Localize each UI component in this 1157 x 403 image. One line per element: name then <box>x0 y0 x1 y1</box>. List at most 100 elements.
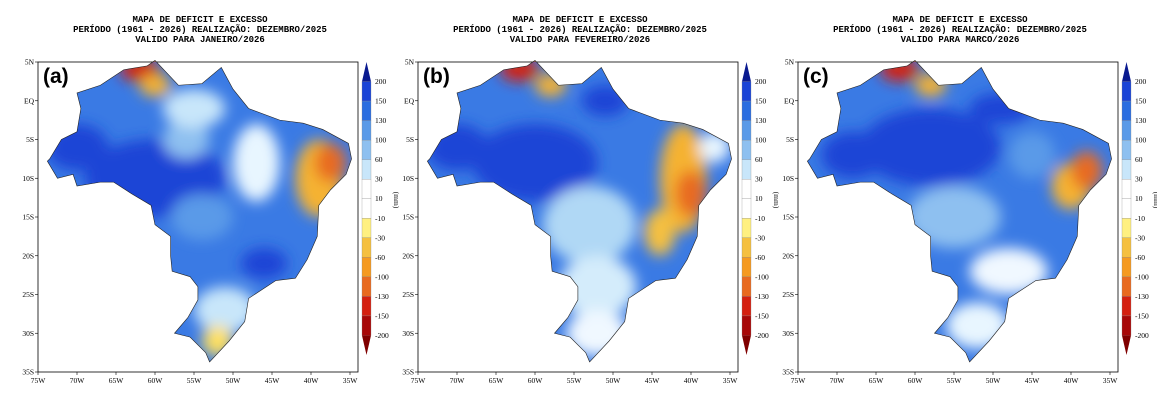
anomaly-area <box>233 124 280 202</box>
lon-tick-label: 70W <box>830 376 846 385</box>
colorbar-segment <box>361 198 372 219</box>
map-title: VALIDO PARA FEVEREIRO/2026 <box>510 35 650 45</box>
colorbar-segment <box>1121 179 1132 199</box>
colorbar-segment <box>741 296 752 317</box>
colorbar-segment <box>741 139 752 160</box>
colorbar-label: 200 <box>375 77 387 86</box>
lat-tick-label: 5S <box>406 135 414 144</box>
anomaly-area <box>170 193 233 241</box>
lon-tick-label: 35W <box>723 376 739 385</box>
lat-tick-label: 10S <box>22 174 34 183</box>
colorbar-label: -10 <box>1135 214 1145 223</box>
anomaly-area <box>907 186 1001 248</box>
panel-label: (c) <box>803 65 829 88</box>
colorbar-label: 10 <box>755 194 763 203</box>
blobs <box>427 60 731 357</box>
map-title: VALIDO PARA JANEIRO/2026 <box>135 35 265 45</box>
colorbar-segment <box>361 218 372 238</box>
lat-tick-label: 25S <box>22 290 34 299</box>
lon-tick-label: 40W <box>1064 376 1080 385</box>
colorbar-label: -60 <box>1135 253 1145 262</box>
colorbar-segment <box>1121 159 1132 180</box>
colorbar-label: -130 <box>1135 292 1149 301</box>
colorbar-segment <box>361 139 372 160</box>
colorbar-segment <box>741 218 752 238</box>
lat-tick-label: 5S <box>26 135 34 144</box>
colorbar-label: 30 <box>755 175 763 184</box>
colorbar-segment <box>1121 237 1132 258</box>
colorbar-label: 60 <box>375 155 383 164</box>
colorbar-label: -100 <box>1135 272 1149 281</box>
lon-tick-label: 45W <box>1025 376 1041 385</box>
lat-tick-label: 20S <box>782 251 794 260</box>
lon-tick-label: 50W <box>226 376 242 385</box>
colorbar-label: 150 <box>375 97 387 106</box>
lon-tick-label: 60W <box>528 376 544 385</box>
lon-tick-label: 55W <box>187 376 203 385</box>
colorbar-segment <box>741 179 752 199</box>
colorbar-segment <box>1121 100 1132 121</box>
lon-tick-label: 50W <box>606 376 622 385</box>
colorbar-label: -60 <box>375 253 385 262</box>
blobs <box>821 60 1103 349</box>
colorbar-label: 150 <box>1135 97 1147 106</box>
lat-tick-label: 30S <box>782 329 794 338</box>
anomaly-area <box>240 248 288 279</box>
lat-tick-label: 15S <box>22 213 34 222</box>
colorbar-segment <box>361 179 372 199</box>
anomaly-area <box>644 209 676 256</box>
colorbar-label: 200 <box>755 77 767 86</box>
anomaly-area <box>194 286 257 334</box>
colorbar-label: -150 <box>375 311 389 320</box>
lon-tick-label: 70W <box>70 376 86 385</box>
colorbar-segment <box>741 81 752 102</box>
lon-tick-label: 65W <box>869 376 885 385</box>
lat-tick-label: 5S <box>786 135 794 144</box>
colorbar-label: 130 <box>755 116 767 125</box>
colorbar-segment <box>361 257 372 278</box>
lon-tick-label: 75W <box>31 376 47 385</box>
colorbar-label: -130 <box>375 292 389 301</box>
colorbar-tip <box>1122 62 1131 82</box>
colorbar-label: -200 <box>375 331 389 340</box>
colorbar-segment <box>361 296 372 317</box>
colorbar-label: -30 <box>1135 233 1145 242</box>
colorbar-unit: (mm) <box>1152 192 1157 209</box>
lat-tick-label: 25S <box>402 290 414 299</box>
colorbar-label: 10 <box>375 194 383 203</box>
colorbar-label: -10 <box>375 214 385 223</box>
lon-tick-label: 65W <box>489 376 505 385</box>
brazil-outline <box>806 60 1112 363</box>
anomaly-area <box>162 120 210 159</box>
colorbar-label: -30 <box>755 233 765 242</box>
colorbar-segment <box>741 276 752 297</box>
colorbar-label: -200 <box>755 331 769 340</box>
lat-tick-label: 35S <box>782 368 794 377</box>
anomaly-area <box>472 124 598 202</box>
anomaly-area <box>558 255 637 318</box>
colorbar-label: 100 <box>375 136 387 145</box>
colorbar-label: -60 <box>755 253 765 262</box>
colorbar-label: 10 <box>1135 194 1143 203</box>
lat-tick-label: EQ <box>404 96 415 105</box>
colorbar-segment <box>741 100 752 121</box>
colorbar-label: 130 <box>1135 116 1147 125</box>
lon-tick-label: 35W <box>1103 376 1119 385</box>
lat-tick-label: 35S <box>402 368 414 377</box>
map-title: PERÍODO (1961 - 2026) REALIZAÇÃO: DEZEMB… <box>453 24 707 35</box>
colorbar-segment <box>1121 276 1132 297</box>
colorbar-label: -150 <box>755 311 769 320</box>
colorbar-label: 100 <box>1135 136 1147 145</box>
colorbar-label: -100 <box>375 272 389 281</box>
colorbar-tip <box>742 335 751 355</box>
colorbar-segment <box>1121 198 1132 219</box>
lat-tick-label: 20S <box>402 251 414 260</box>
colorbar-segment <box>1121 296 1132 317</box>
map-title: VALIDO PARA MARCO/2026 <box>901 35 1020 45</box>
colorbar-label: 30 <box>375 175 383 184</box>
colorbar-segment <box>741 198 752 219</box>
lon-tick-label: 60W <box>148 376 164 385</box>
anomaly-area <box>314 143 347 183</box>
